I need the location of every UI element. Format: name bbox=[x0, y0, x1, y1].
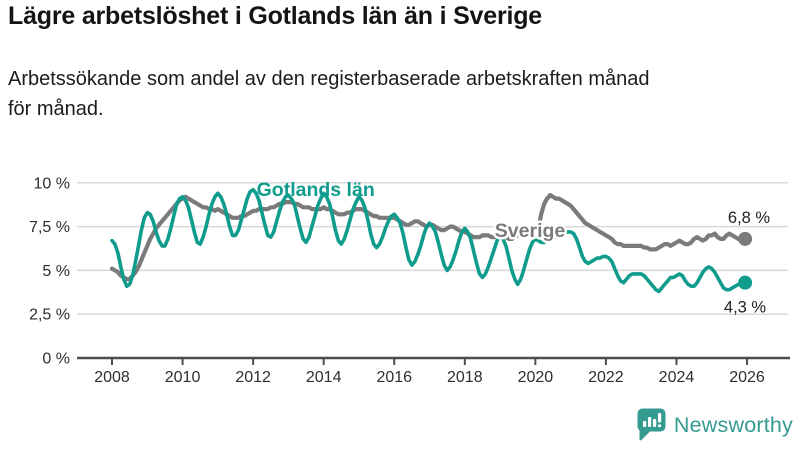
y-tick-label: 0 % bbox=[42, 351, 70, 368]
series-line-gotland bbox=[110, 187, 746, 294]
x-tick-label: 2016 bbox=[376, 369, 412, 386]
y-tick-label: 5 % bbox=[42, 263, 70, 280]
series-line-sverige bbox=[109, 192, 747, 282]
sverige-end-value: 6,8 % bbox=[728, 209, 771, 227]
chart-subtitle-line1: Arbetssökande som andel av den registerb… bbox=[8, 68, 650, 90]
x-tick-label: 2026 bbox=[729, 369, 765, 386]
gotland-series-label: Gotlands län bbox=[257, 179, 375, 201]
y-tick-label: 10 % bbox=[34, 175, 70, 192]
gotland-end-dot bbox=[738, 275, 753, 290]
x-tick-label: 2008 bbox=[94, 369, 130, 386]
y-tick-label: 2,5 % bbox=[29, 307, 70, 324]
gotland-end-value: 4,3 % bbox=[724, 299, 767, 317]
chart-title: Lägre arbetslöshet i Gotlands län än i S… bbox=[8, 2, 543, 30]
sverige-end-dot bbox=[738, 231, 753, 246]
newsworthy-logo-icon bbox=[637, 408, 666, 441]
sverige-series-label: Sverige bbox=[495, 220, 566, 242]
y-tick-label: 7,5 % bbox=[29, 219, 70, 236]
x-tick-label: 2018 bbox=[447, 369, 483, 386]
x-tick-label: 2022 bbox=[588, 369, 624, 386]
chart-subtitle-line2: för månad. bbox=[8, 98, 104, 120]
x-tick-label: 2014 bbox=[306, 369, 342, 386]
x-tick-label: 2020 bbox=[518, 369, 554, 386]
newsworthy-logo-text: Newsworthy bbox=[673, 412, 793, 437]
chart-subtitle: Arbetssökande som andel av den registerb… bbox=[8, 64, 650, 124]
newsworthy-logo-link[interactable]: Newsworthy bbox=[637, 406, 793, 444]
x-tick-label: 2010 bbox=[165, 369, 201, 386]
line-chart: 2008 2010 2012 2014 2016 2018 2020 2022 2024 2026… bbox=[29, 175, 790, 386]
x-tick-label: 2012 bbox=[235, 369, 271, 386]
x-tick-label: 2024 bbox=[659, 369, 695, 386]
